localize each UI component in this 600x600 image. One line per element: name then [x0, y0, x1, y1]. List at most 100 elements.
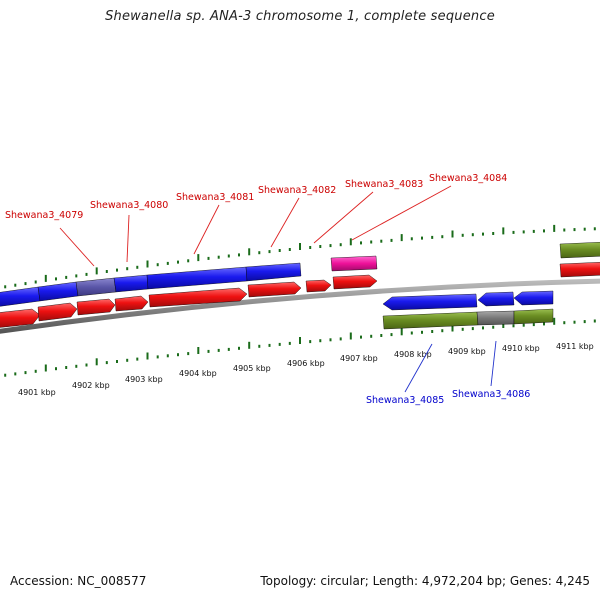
gene-feature-shewana3-4083-pseudo[interactable]	[330, 255, 378, 272]
minor-tick	[55, 367, 57, 371]
ruler-label: 4911 kbp	[556, 342, 594, 351]
minor-tick	[268, 343, 271, 347]
minor-tick	[105, 270, 108, 273]
minor-tick	[166, 261, 169, 265]
ruler-label: 4903 kbp	[125, 375, 163, 384]
minor-tick	[431, 235, 434, 239]
minor-tick	[532, 229, 535, 233]
reverse-cds-track	[382, 290, 554, 311]
leader-line	[313, 191, 374, 244]
gene-label-shewana3-4081[interactable]: Shewana3_4081	[176, 192, 254, 203]
minor-tick	[593, 227, 596, 231]
minor-tick	[543, 322, 545, 326]
minor-tick	[238, 346, 240, 350]
ruler-labels: 4901 kbp 4902 kbp 4903 kbp 4904 kbp 4905…	[18, 342, 594, 397]
gene-arrow-1[interactable]	[0, 308, 41, 328]
minor-tick	[268, 250, 271, 254]
minor-tick	[187, 352, 190, 356]
minor-tick	[421, 236, 423, 240]
minor-tick	[512, 324, 515, 328]
forward-gene-track	[0, 262, 600, 328]
gene-arrow-9[interactable]	[559, 262, 600, 278]
gene-arrow-3[interactable]	[76, 298, 116, 316]
gene-feature-shewana3-4079-cds[interactable]	[0, 286, 41, 307]
major-tick	[502, 321, 505, 328]
gene-arrow-2[interactable]	[37, 302, 78, 322]
minor-tick	[370, 334, 373, 338]
major-tick	[248, 341, 251, 349]
gene-label-shewana3-4083[interactable]: Shewana3_4083	[345, 179, 423, 190]
gene-label-shewana3-4082[interactable]: Shewana3_4082	[258, 185, 336, 196]
gene-feature-shewana3-4085-cds[interactable]	[382, 293, 478, 311]
gene-label-shewana3-4080[interactable]: Shewana3_4080	[90, 200, 168, 211]
minor-tick	[4, 373, 7, 377]
major-tick	[44, 364, 47, 372]
minor-tick	[421, 330, 423, 334]
minor-tick	[329, 338, 332, 342]
minor-tick	[187, 259, 190, 263]
minor-tick	[34, 280, 37, 284]
gene-bar-grey[interactable]	[476, 310, 515, 326]
gene-feature-shewana3-4086-cds[interactable]	[477, 291, 515, 307]
ruler-label: 4905 kbp	[233, 364, 271, 373]
minor-tick	[34, 369, 37, 373]
major-tick	[95, 267, 98, 275]
minor-tick	[370, 240, 373, 244]
minor-tick	[156, 263, 159, 267]
minor-tick	[24, 282, 27, 286]
major-tick	[299, 337, 301, 344]
gene-feature-shewana3-4082-cds[interactable]	[245, 262, 302, 282]
gene-arrow-8[interactable]	[332, 274, 378, 290]
gene-feature-grey-cds[interactable]	[75, 277, 117, 297]
major-tick	[146, 352, 149, 360]
minor-tick	[136, 357, 139, 361]
minor-tick	[583, 320, 586, 324]
minor-tick	[217, 255, 220, 259]
major-tick	[44, 274, 47, 282]
minor-tick	[227, 347, 230, 351]
gene-feature-shewana3-4080b-cds[interactable]	[113, 274, 149, 293]
gene-arrow-6[interactable]	[247, 281, 302, 298]
leader-line	[270, 197, 300, 248]
gene-arrow-7[interactable]	[305, 279, 332, 293]
gene-bar-shewana3-4085[interactable]	[382, 311, 479, 330]
major-tick	[349, 238, 352, 246]
minor-tick	[278, 342, 281, 346]
minor-tick	[522, 323, 525, 327]
minor-tick	[563, 321, 566, 325]
major-tick	[146, 260, 149, 268]
gene-label-shewana3-4086[interactable]: Shewana3_4086	[452, 389, 530, 400]
minor-tick	[532, 323, 535, 327]
gene-arrow-5[interactable]	[148, 287, 248, 308]
gene-label-shewana3-4079[interactable]: Shewana3_4079	[5, 210, 83, 221]
gene-bar-right[interactable]	[513, 308, 554, 325]
minor-tick	[471, 327, 474, 331]
gene-feature-shewana3-4081-cds[interactable]	[146, 266, 248, 290]
minor-tick	[24, 371, 27, 375]
major-tick	[197, 254, 200, 262]
major-tick	[400, 328, 403, 336]
gene-label-shewana3-4085[interactable]: Shewana3_4085	[366, 395, 444, 406]
minor-tick	[573, 228, 576, 232]
minor-tick	[65, 275, 68, 279]
minor-tick	[380, 334, 383, 337]
minor-tick	[431, 330, 434, 333]
leader-line	[404, 343, 433, 393]
minor-tick	[85, 363, 88, 367]
minor-tick	[482, 232, 484, 236]
gene-feature-shewana3-4080-cds[interactable]	[37, 281, 79, 302]
minor-tick	[492, 325, 495, 329]
minor-tick	[278, 249, 281, 252]
leader-line	[59, 227, 95, 267]
gene-arrow-4[interactable]	[114, 295, 149, 312]
gene-label-shewana3-4084[interactable]: Shewana3_4084	[429, 173, 507, 184]
gene-bar-far-right[interactable]	[559, 242, 600, 259]
forward-cds-track	[0, 255, 378, 307]
minor-tick	[227, 254, 230, 258]
minor-tick	[593, 319, 596, 323]
minor-tick	[573, 320, 576, 324]
gene-feature-right-cds[interactable]	[513, 290, 554, 306]
minor-tick	[207, 349, 210, 353]
minor-tick	[390, 333, 393, 337]
